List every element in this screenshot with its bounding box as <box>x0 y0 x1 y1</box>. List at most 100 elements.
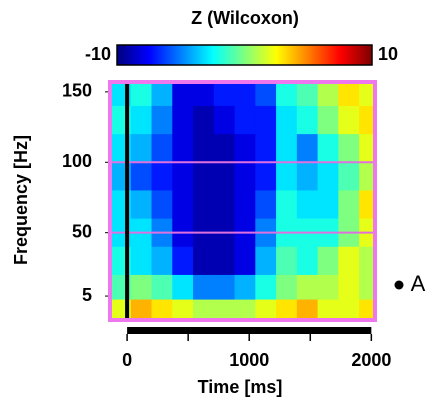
heatmap-cell <box>338 162 360 191</box>
heatmap-cell <box>213 82 236 107</box>
heatmap-cell <box>276 82 298 107</box>
heatmap <box>110 82 375 320</box>
y-tick-label: 100 <box>62 151 92 171</box>
heatmap-cell <box>359 299 375 320</box>
x-tick-label: 2000 <box>351 350 391 370</box>
annotation-dot <box>394 280 404 290</box>
chart-title: Z (Wilcoxon) <box>191 8 299 28</box>
heatmap-cell <box>296 190 319 220</box>
heatmap-cell <box>296 274 319 301</box>
heatmap-cell <box>359 105 375 135</box>
heatmap-cell <box>172 162 194 191</box>
heatmap-cell <box>213 105 236 135</box>
x-tick-label: 0 <box>122 350 132 370</box>
heatmap-cell <box>130 105 153 135</box>
heatmap-cell <box>296 134 319 163</box>
heatmap-cell <box>317 134 339 163</box>
plot-frame <box>108 80 377 322</box>
heatmap-cell <box>130 82 153 107</box>
heatmap-cell <box>213 162 236 191</box>
heatmap-cell <box>193 190 215 220</box>
heatmap-cell <box>317 162 339 191</box>
x-axis-label: Time [ms] <box>198 377 283 397</box>
heatmap-cell <box>338 299 360 320</box>
heatmap-cell <box>317 246 339 276</box>
colorbar-tick-label: -10 <box>85 44 111 64</box>
heatmap-cell <box>255 105 277 135</box>
heatmap-cell <box>359 246 375 276</box>
heatmap-cell <box>359 82 375 107</box>
heatmap-cell <box>317 299 339 320</box>
heatmap-cell <box>296 299 319 320</box>
heatmap-cell <box>296 82 319 107</box>
heatmap-cell <box>234 246 256 276</box>
heatmap-cell <box>213 246 236 276</box>
heatmap-cell <box>255 274 277 301</box>
heatmap-cell <box>255 246 277 276</box>
heatmap-cell <box>234 299 256 320</box>
heatmap-cell <box>172 190 194 220</box>
heatmap-cell <box>213 134 236 163</box>
heatmap-cell <box>296 162 319 191</box>
heatmap-cell <box>213 299 236 320</box>
heatmap-cell <box>172 105 194 135</box>
heatmap-cell <box>151 162 173 191</box>
heatmap-cell <box>234 190 256 220</box>
heatmap-cell <box>255 299 277 320</box>
heatmap-cell <box>172 246 194 276</box>
heatmap-cell <box>193 82 215 107</box>
heatmap-cell <box>255 134 277 163</box>
heatmap-cell <box>213 190 236 220</box>
colorbar <box>116 44 373 66</box>
heatmap-cell <box>151 134 173 163</box>
heatmap-cell <box>151 105 173 135</box>
heatmap-cell <box>317 190 339 220</box>
heatmap-cell <box>359 274 375 301</box>
heatmap-cell <box>151 299 173 320</box>
heatmap-cell <box>130 162 153 191</box>
colorbar-tick-label: 10 <box>378 44 398 64</box>
heatmap-cell <box>193 246 215 276</box>
heatmap-cell <box>255 190 277 220</box>
y-axis-label: Frequency [Hz] <box>11 135 31 265</box>
heatmap-cell <box>234 105 256 135</box>
y-tick-label: 150 <box>62 81 92 101</box>
heatmap-cell <box>338 82 360 107</box>
heatmap-cell <box>213 274 236 301</box>
heatmap-cell <box>255 82 277 107</box>
heatmap-cell <box>276 299 298 320</box>
heatmap-cell <box>193 299 215 320</box>
heatmap-cell <box>317 105 339 135</box>
heatmap-cell <box>359 134 375 163</box>
x-tick-label: 1000 <box>229 350 269 370</box>
annotation: A <box>411 271 426 296</box>
heatmap-cell <box>359 190 375 220</box>
heatmap-cell <box>151 274 173 301</box>
heatmap-cell <box>193 162 215 191</box>
heatmap-cell <box>255 162 277 191</box>
heatmap-cell <box>338 105 360 135</box>
heatmap-cell <box>359 162 375 191</box>
heatmap-cell <box>130 246 153 276</box>
heatmap-cell <box>276 162 298 191</box>
heatmap-cell <box>193 134 215 163</box>
heatmap-cell <box>338 190 360 220</box>
heatmap-cell <box>276 134 298 163</box>
heatmap-cell <box>234 134 256 163</box>
heatmap-cell <box>234 82 256 107</box>
heatmap-cell <box>130 299 153 320</box>
heatmap-cell <box>172 134 194 163</box>
x-axis-bar <box>127 327 372 334</box>
heatmap-cell <box>151 190 173 220</box>
heatmap-cell <box>151 82 173 107</box>
heatmap-cell <box>234 162 256 191</box>
heatmap-cell <box>276 190 298 220</box>
heatmap-cell <box>193 274 215 301</box>
heatmap-cell <box>172 82 194 107</box>
heatmap-cell <box>276 274 298 301</box>
heatmap-cell <box>276 246 298 276</box>
heatmap-cell <box>338 134 360 163</box>
heatmap-cell <box>338 246 360 276</box>
heatmap-cell <box>172 299 194 320</box>
